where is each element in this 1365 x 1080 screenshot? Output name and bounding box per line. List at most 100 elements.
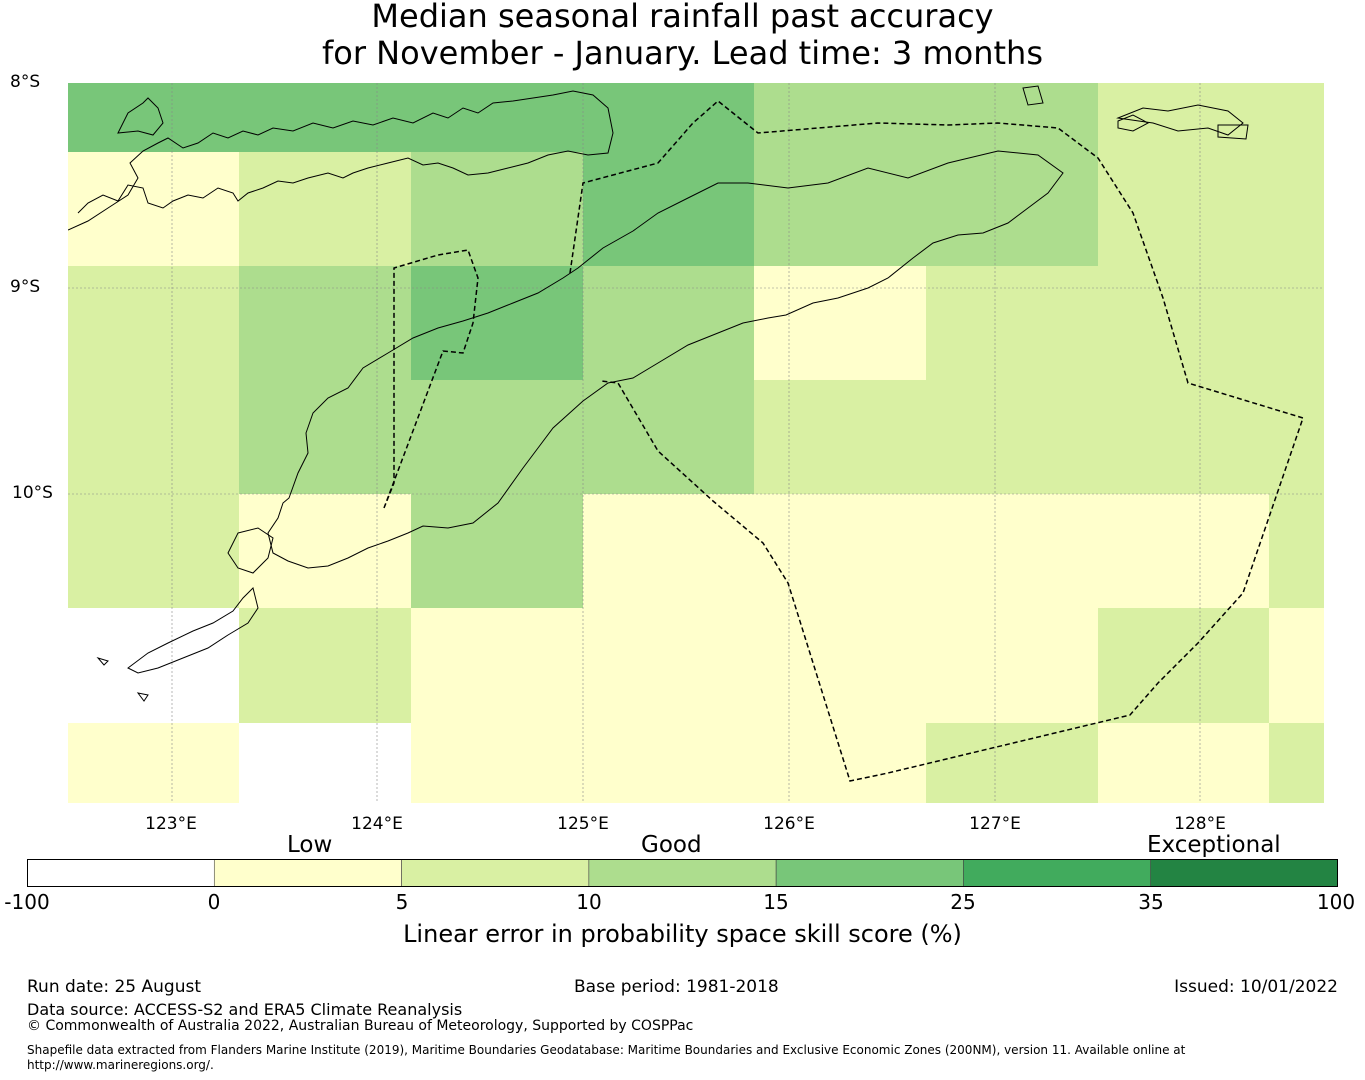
grid-cell-r6-c6	[1098, 723, 1269, 803]
colorbar-bin-4	[775, 859, 964, 887]
grid-cell-r0-c6	[1098, 83, 1269, 152]
eez-boundary-timor-leste	[569, 100, 1304, 782]
grid-cell-r5-c5	[926, 608, 1098, 723]
lon-label-127e: 127°E	[969, 814, 1021, 834]
coastline-flores-alor	[68, 90, 614, 231]
grid-cell-r6-c5	[926, 723, 1098, 803]
grid-cell-r6-c0	[68, 723, 239, 803]
graticule	[68, 83, 1324, 803]
grid-cell-r1-c3	[583, 152, 754, 266]
issued-date: Issued: 10/01/2022	[1174, 977, 1338, 997]
grid-cell-r0-c5	[926, 83, 1098, 152]
colorbar-bin-6	[1150, 859, 1338, 887]
grid-cell-r1-c6	[1098, 152, 1269, 266]
grid-cell-r1-c4	[754, 152, 926, 266]
legend-category-low: Low	[287, 832, 333, 858]
grid-cell-r0-c0	[68, 83, 239, 152]
coastline-timor	[267, 150, 1064, 569]
colorbar-outline	[27, 859, 1338, 887]
grid-cell-r3-c2	[411, 380, 583, 494]
colorbar-tick-neg100: -100	[4, 890, 50, 914]
grid-cell-r4-c7	[1269, 494, 1324, 608]
legend-category-good: Good	[641, 832, 702, 858]
grid-cell-r0-c2	[411, 83, 583, 152]
grid-cell-r4-c4	[754, 494, 926, 608]
coastline-island-c	[1117, 114, 1150, 132]
grid-cell-r6-c7	[1269, 723, 1324, 803]
grid-cell-r4-c2	[411, 494, 583, 608]
lon-label-123e: 123°E	[145, 814, 197, 834]
grid-cell-r1-c5	[926, 152, 1098, 266]
eez-boundary-oecusse	[383, 249, 479, 509]
grid-cell-r0-c1	[239, 83, 411, 152]
colorbar-bin-2	[401, 859, 590, 887]
grid-cell-r3-c0	[68, 380, 239, 494]
grid-cell-r2-c1	[239, 266, 411, 380]
grid-cell-r2-c7	[1269, 266, 1324, 380]
grid-cell-r4-c6	[1098, 494, 1269, 608]
grid-cell-r2-c2	[411, 266, 583, 380]
coastline-roti	[227, 527, 274, 574]
coastline-savu-rote	[127, 587, 259, 674]
coastline-wetar	[1116, 104, 1244, 136]
coastlines	[68, 85, 1249, 702]
run-date: Run date: 25 August	[27, 977, 201, 997]
colorbar-bin-0	[27, 859, 215, 887]
skill-map	[68, 83, 1324, 803]
grid-cell-r2-c0	[68, 266, 239, 380]
grid-cell-r0-c7	[1269, 83, 1324, 152]
grid-cell-r5-c6	[1098, 608, 1269, 723]
coastline-island-a	[1022, 85, 1044, 106]
data-source: Data source: ACCESS-S2 and ERA5 Climate …	[27, 1000, 463, 1019]
grid-cell-r1-c0	[68, 152, 239, 266]
grid-cell-r6-c3	[583, 723, 754, 803]
colorbar-bins	[27, 859, 1338, 887]
grid-cell-r6-c4	[754, 723, 926, 803]
lon-label-128e: 128°E	[1174, 814, 1226, 834]
colorbar-tick-15: 15	[763, 890, 789, 914]
grid-cell-r3-c4	[754, 380, 926, 494]
grid-cell-r0-c3	[583, 83, 754, 152]
coastline-island-d	[96, 657, 109, 666]
grid-cell-r5-c0	[68, 608, 239, 723]
grid-cell-r0-c4	[754, 83, 926, 152]
grid-cell-r1-c7	[1269, 152, 1324, 266]
grid-cell-r3-c5	[926, 380, 1098, 494]
lat-label-10s: 10°S	[12, 483, 53, 503]
grid-cell-r4-c3	[583, 494, 754, 608]
grid-cell-r2-c4	[754, 266, 926, 380]
grid-cell-r6-c1	[239, 723, 411, 803]
lon-label-126e: 126°E	[763, 814, 815, 834]
maritime-boundaries	[383, 100, 1304, 782]
grid-cell-r6-c2	[411, 723, 583, 803]
colorbar-bin-1	[213, 859, 402, 887]
grid-cell-r4-c0	[68, 494, 239, 608]
shapefile-credit: Shapefile data extracted from Flanders M…	[27, 1043, 1186, 1057]
colorbar-tick-25: 25	[950, 890, 976, 914]
grid-cell-r5-c4	[754, 608, 926, 723]
colorbar-tick-10: 10	[576, 890, 602, 914]
lat-label-8s: 8°S	[10, 72, 41, 92]
coastline-island-b	[1217, 124, 1249, 140]
skill-grid-cells	[68, 83, 1324, 803]
copyright-notice: © Commonwealth of Australia 2022, Austra…	[27, 1018, 694, 1034]
grid-cell-r1-c2	[411, 152, 583, 266]
grid-cell-r1-c1	[239, 152, 411, 266]
grid-cell-r4-c5	[926, 494, 1098, 608]
colorbar-tick-35: 35	[1138, 890, 1164, 914]
coastline-island-e	[136, 692, 149, 702]
lat-label-9s: 9°S	[10, 277, 41, 297]
grid-cell-r3-c3	[583, 380, 754, 494]
colorbar-tick-5: 5	[395, 890, 409, 914]
grid-cell-r3-c1	[239, 380, 411, 494]
colorbar-bin-3	[588, 859, 777, 887]
grid-cell-r2-c6	[1098, 266, 1269, 380]
colorbar-tick-0: 0	[207, 890, 221, 914]
base-period: Base period: 1981-2018	[574, 977, 779, 997]
grid-cell-r5-c7	[1269, 608, 1324, 723]
colorbar	[27, 859, 1338, 887]
grid-cell-r5-c3	[583, 608, 754, 723]
colorbar-tick-100: 100	[1316, 890, 1356, 914]
colorbar-label: Linear error in probability space skill …	[403, 920, 962, 948]
colorbar-bin-5	[963, 859, 1152, 887]
